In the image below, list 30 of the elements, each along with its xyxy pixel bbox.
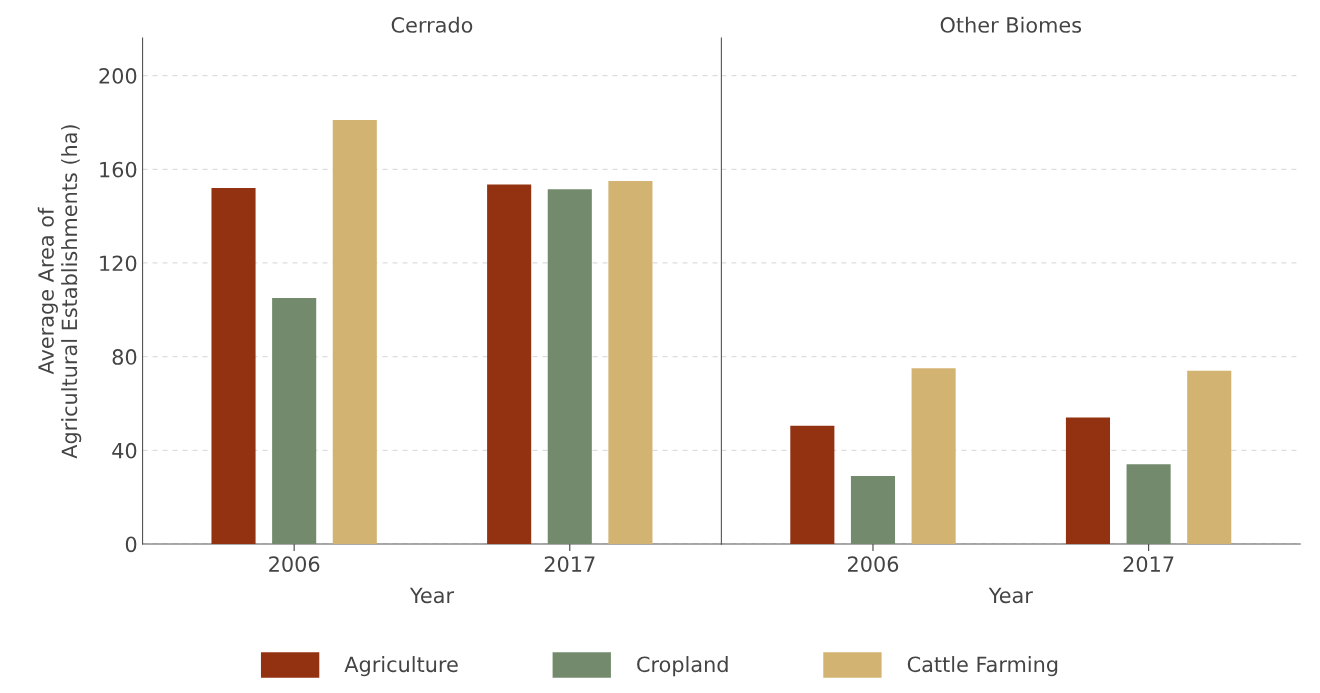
y-tick-label: 40: [112, 442, 137, 459]
y-tick-label: 80: [112, 349, 137, 365]
bar: [487, 184, 532, 545]
x-tick-label: 2006: [847, 556, 899, 572]
chart-title: Cerrado: [391, 16, 473, 33]
x-tick-label: 2017: [544, 556, 595, 572]
chart-title: Other Biomes: [940, 16, 1082, 33]
x-axis-title: Year: [988, 587, 1033, 604]
bar: [547, 189, 592, 545]
bar: [850, 476, 896, 545]
bar: [272, 298, 317, 545]
bar: [1065, 417, 1111, 545]
legend-label: Cropland: [637, 656, 728, 677]
bar: [332, 120, 377, 545]
bar: [608, 180, 653, 545]
x-tick-label: 2006: [269, 556, 320, 572]
bar: [790, 425, 835, 545]
y-tick-label: 120: [100, 255, 137, 272]
legend-label: Cattle Farming: [907, 656, 1058, 677]
x-tick-label: 2017: [1123, 556, 1174, 572]
y-tick-label: 160: [100, 161, 137, 178]
y-tick-label: 200: [99, 68, 137, 84]
bar: [211, 188, 256, 545]
x-axis-title: Year: [409, 587, 455, 604]
legend-label: Agriculture: [344, 656, 458, 677]
bar: [1187, 370, 1232, 545]
y-tick-label: 0: [125, 536, 137, 553]
bar: [911, 368, 956, 545]
bar: [1126, 464, 1171, 545]
y-axis-title: Average Area of Agricultural Establishments (ha): [37, 125, 82, 459]
